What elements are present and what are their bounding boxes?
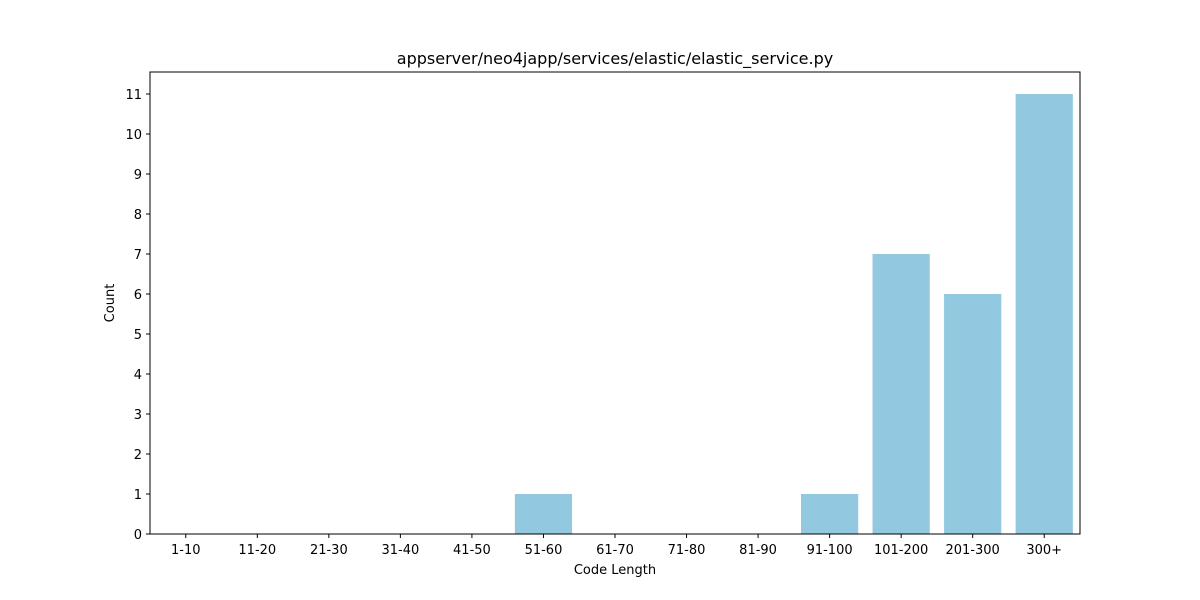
y-tick-label: 10 — [125, 128, 142, 143]
y-tick-label: 11 — [125, 88, 142, 103]
y-axis-label: Count — [103, 284, 118, 323]
x-axis-ticks: 1-10 11-20 21-30 31-40 41-50 51-60 61-70 71-80 8… — [171, 534, 1062, 558]
x-tick-label: 1-10 — [171, 543, 201, 558]
y-tick-label: 9 — [134, 168, 142, 183]
plot-frame — [149, 71, 1081, 535]
x-tick-label: 11-20 — [238, 543, 276, 558]
y-tick-label: 0 — [134, 528, 142, 543]
x-tick-label: 21-30 — [310, 543, 348, 558]
bar-101-200 — [872, 254, 930, 534]
y-tick-label: 5 — [134, 328, 142, 343]
y-tick-label: 2 — [134, 448, 142, 463]
bar-91-100 — [801, 494, 859, 534]
y-tick-label: 8 — [134, 208, 142, 223]
x-tick-label: 71-80 — [668, 543, 706, 558]
x-tick-label: 81-90 — [739, 543, 777, 558]
bars-group — [514, 94, 1073, 534]
x-tick-label: 31-40 — [381, 543, 419, 558]
x-tick-label: 300+ — [1026, 543, 1062, 558]
bar-201-300 — [944, 294, 1002, 534]
y-tick-label: 3 — [134, 408, 142, 423]
y-tick-label: 1 — [134, 488, 142, 503]
x-tick-label: 51-60 — [525, 543, 563, 558]
bar-51-60 — [514, 494, 573, 534]
x-tick-label: 101-200 — [874, 543, 928, 558]
y-tick-label: 6 — [134, 288, 142, 303]
x-tick-label: 41-50 — [453, 543, 491, 558]
y-tick-label: 4 — [134, 368, 142, 383]
x-tick-label: 61-70 — [596, 543, 634, 558]
x-axis-label: Code Length — [574, 563, 656, 578]
bar-300+ — [1015, 94, 1073, 534]
x-tick-label: 91-100 — [807, 543, 853, 558]
x-tick-label: 201-300 — [946, 543, 1000, 558]
y-axis-ticks: 0 1 2 3 4 5 6 7 8 9 10 11 — [125, 88, 150, 543]
chart-title: appserver/neo4japp/services/elastic/elas… — [397, 49, 833, 69]
y-tick-label: 7 — [134, 248, 142, 263]
